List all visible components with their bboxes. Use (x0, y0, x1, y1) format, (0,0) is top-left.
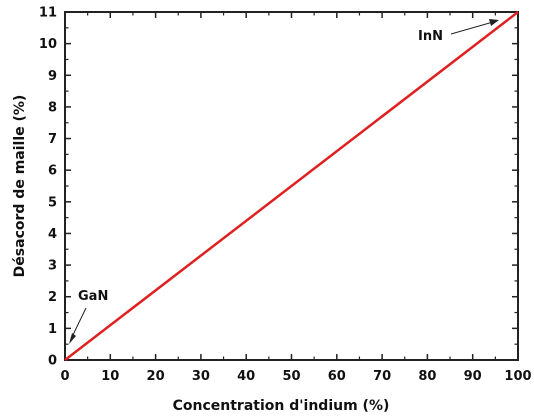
x-tick-label: 80 (418, 369, 436, 384)
y-tick-label: 5 (48, 195, 57, 210)
annotation-inn-arrow (450, 21, 494, 35)
annotation-inn-arrowhead (489, 19, 499, 26)
y-tick-label: 9 (48, 69, 57, 84)
x-tick-label: 40 (237, 369, 255, 384)
x-tick-label: 10 (101, 369, 119, 384)
annotation-inn: InN (418, 29, 443, 44)
x-tick-label: 90 (464, 369, 482, 384)
y-tick-label: 6 (48, 164, 57, 179)
x-tick-label: 60 (328, 369, 346, 384)
annotation-layer: GaN InN (69, 19, 499, 344)
y-tick-label: 2 (48, 290, 57, 305)
x-axis-title: Concentration d'indium (%) (173, 398, 390, 414)
ticks-layer: 0 10 20 30 40 50 60 70 80 90 100 0 1 2 3 4 5 6 7 8 9 10 11 (39, 6, 532, 385)
y-tick-label: 11 (39, 6, 57, 21)
annotation-gan: GaN (78, 289, 108, 304)
y-tick-label: 8 (48, 100, 57, 115)
y-tick-label: 10 (39, 37, 57, 52)
x-tick-label: 100 (504, 369, 531, 384)
x-tick-label: 50 (282, 369, 300, 384)
y-tick-label: 7 (48, 132, 57, 147)
series-line-0 (64, 11, 519, 361)
annotation-gan-arrow (70, 307, 87, 340)
y-tick-label: 0 (48, 354, 57, 369)
y-axis-title: Désacord de maille (%) (12, 95, 28, 278)
x-tick-label: 70 (373, 369, 391, 384)
series-layer (64, 11, 519, 361)
x-tick-label: 30 (192, 369, 210, 384)
y-tick-label: 4 (48, 227, 57, 242)
x-tick-label: 0 (60, 369, 69, 384)
annotation-gan-arrowhead (69, 333, 76, 344)
y-tick-label: 1 (48, 322, 57, 337)
x-tick-label: 20 (147, 369, 165, 384)
y-tick-label: 3 (48, 259, 57, 274)
